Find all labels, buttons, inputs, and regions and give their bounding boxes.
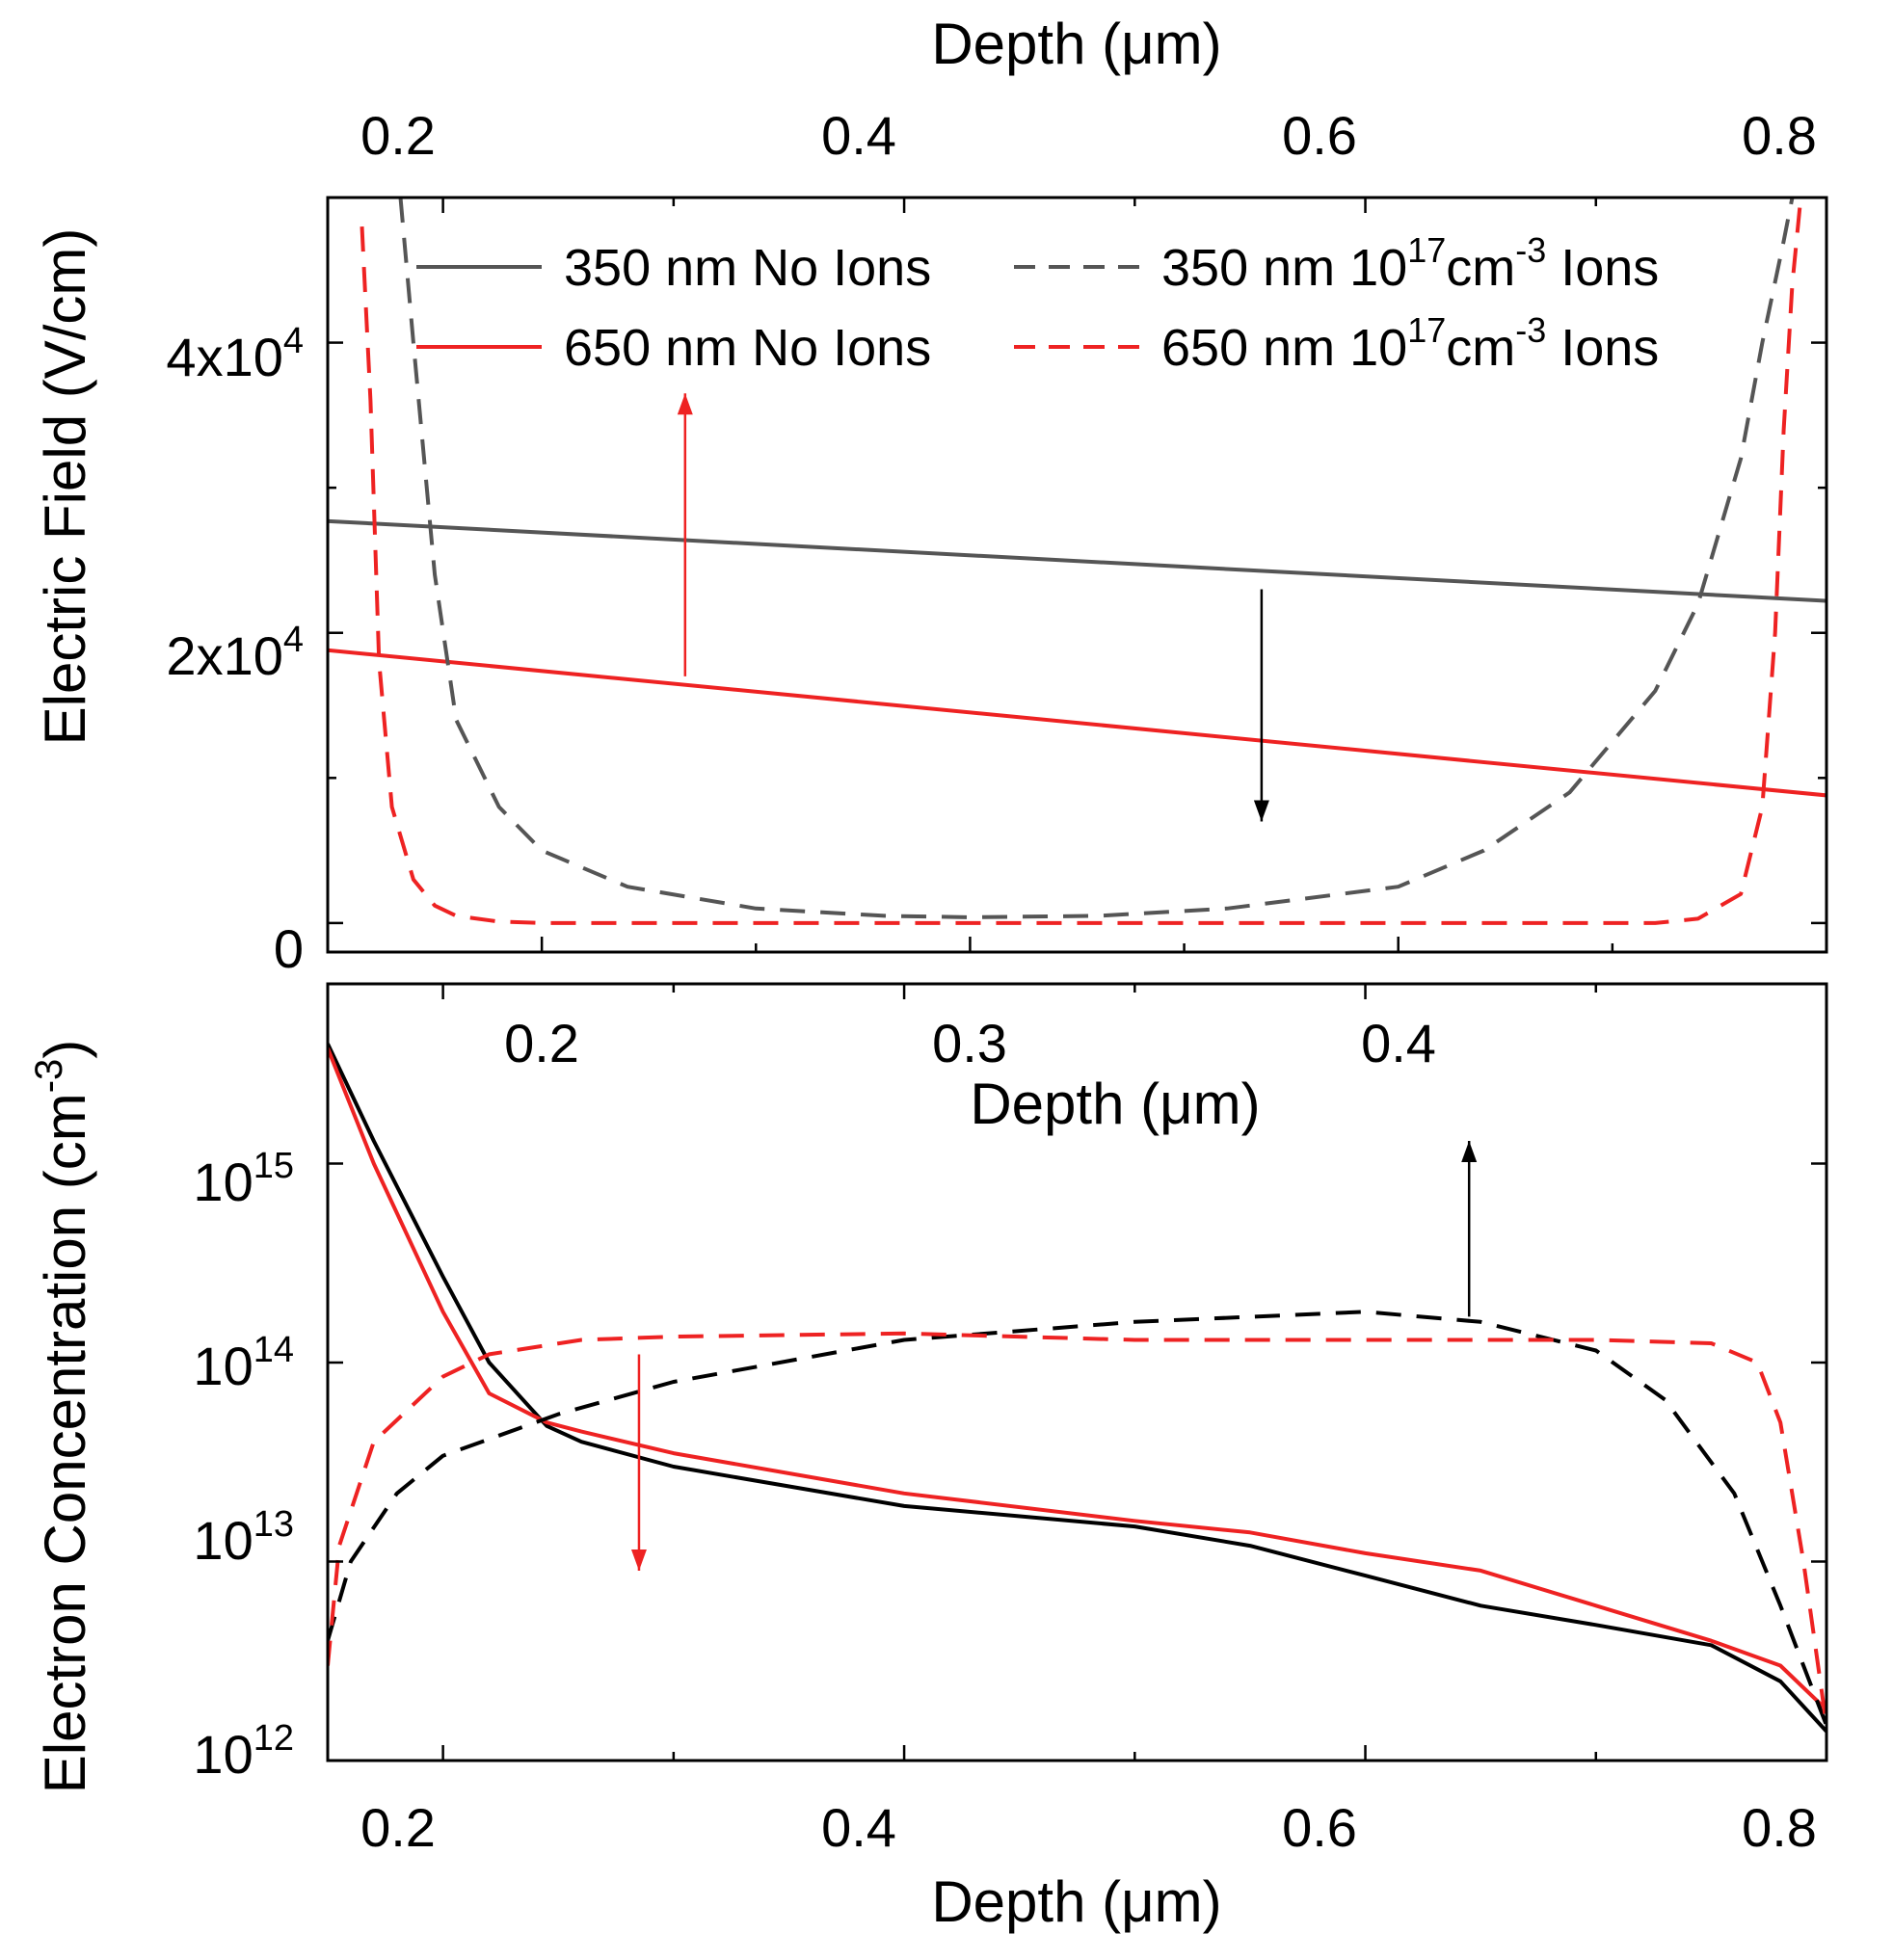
electric-field-frame [326,196,1828,954]
top-axis-tick-label: 0.8 [1742,105,1817,166]
mid-axis-title: Depth (μm) [970,1072,1260,1136]
electric-field-plot-area [329,199,1826,925]
electron-concentration-line-0 [329,1043,1826,1734]
electric-field-ticks [326,196,1828,952]
electric-field-line-2 [398,199,1795,919]
electric-field-annotations [677,393,1269,822]
electric-field-y-tick-label: 2x104 [166,620,304,686]
electric-field-series [329,199,1826,925]
electron-concentration-line-3 [329,1331,1826,1726]
electric-field-line-0 [329,518,1826,603]
electron-concentration-arrow-0-head [1461,1140,1478,1162]
electron-concentration-series [329,1043,1826,1734]
electron-concentration-plot-area [329,1043,1826,1734]
electric-field-line-3 [360,199,1803,925]
legend: 350 nm No Ions 350 nm 1017cm-3 Ions 650 … [416,230,1659,377]
electric-field-y-axis-title: Electric Field (V/cm) [33,228,97,746]
mid-axis-tick-label: 0.2 [504,1013,579,1073]
electron-concentration-y-tick-label: 1012 [193,1718,294,1785]
electric-field-panel: 0.2 0.4 0.6 0.8 Depth (μm) 0.2 0.3 0.4 D… [33,12,1828,1136]
top-axis-tick-label: 0.6 [1282,105,1357,166]
legend-label-350-ions: 350 nm 1017cm-3 Ions [1161,230,1659,297]
electron-concentration-y-tick-label: 1015 [193,1146,294,1212]
electron-concentration-line-1 [329,1047,1826,1711]
legend-label-350-no-ions: 350 nm No Ions [564,239,931,297]
electric-field-arrow-0-head [677,393,693,415]
electric-field-y-tick-label: 4x104 [166,321,304,387]
legend-label-650-no-ions: 650 nm No Ions [564,319,931,377]
bottom-axis-tick-label: 0.8 [1742,1797,1817,1858]
top-axis-tick-label: 0.2 [360,105,436,166]
bottom-axis-tick-label: 0.4 [821,1797,896,1858]
mid-axis-tick-label: 0.4 [1361,1013,1436,1073]
mid-axis-tick-label: 0.3 [932,1013,1007,1073]
electron-concentration-arrow-1-head [630,1549,647,1571]
legend-label-650-ions: 650 nm 1017cm-3 Ions [1161,310,1659,377]
electric-field-arrow-1-head [1253,800,1269,822]
electron-concentration-frame [326,982,1828,1762]
electron-concentration-annotations [630,1140,1478,1571]
electron-concentration-ticks [328,984,1828,1762]
electron-concentration-y-tick-label: 1013 [193,1504,294,1571]
bottom-axis-tick-label: 0.2 [360,1797,436,1858]
electron-concentration-panel: 0.2 0.4 0.6 0.8 Depth (μm) 1012 1013 101… [28,982,1828,1934]
electron-concentration-line-2 [329,1310,1826,1727]
electric-field-y-tick-label: 0 [274,918,304,979]
electric-field-line-1 [329,648,1826,798]
bottom-axis-title: Depth (μm) [931,1869,1221,1934]
top-axis-tick-label: 0.4 [821,105,896,166]
electron-concentration-y-tick-label: 1014 [193,1330,294,1396]
electron-concentration-y-axis-title: Electron Concentration (cm-3) [28,1040,97,1794]
top-axis-title: Depth (μm) [931,12,1221,76]
bottom-axis-tick-label: 0.6 [1282,1797,1357,1858]
